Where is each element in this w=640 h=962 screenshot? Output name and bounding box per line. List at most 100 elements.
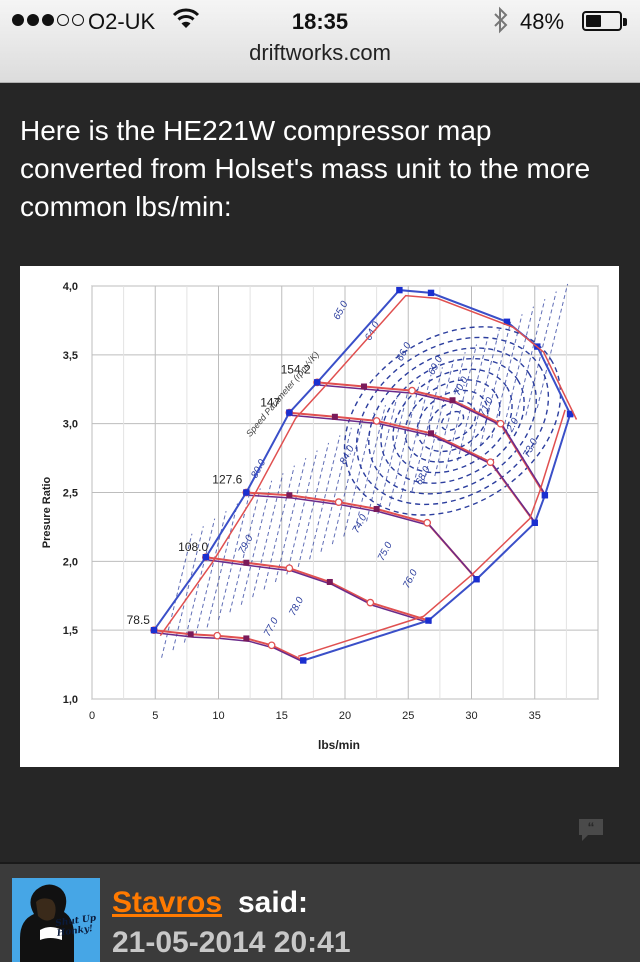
x-tick-label: 20 xyxy=(339,710,351,722)
surge-line-marker xyxy=(396,286,403,294)
address-bar-url[interactable]: driftworks.com xyxy=(249,40,391,65)
speed-line-marker xyxy=(285,564,294,573)
efficiency-hatch xyxy=(331,420,364,545)
speed-line-marker xyxy=(373,506,380,513)
speed-line-108-0 xyxy=(205,556,429,622)
choke-line-red xyxy=(297,409,566,658)
speed-line-shadow xyxy=(291,414,538,526)
y-tick-label: 2,0 xyxy=(63,556,78,568)
speed-line-marker xyxy=(449,397,456,404)
compressor-map-image: 0 5 10 15 20 25 30 35 1,0 1,5 2,0 2,5 3,0 3,5 4,0 lbs/m… xyxy=(20,266,619,767)
efficiency-hatch xyxy=(388,382,421,507)
speed-line-marker xyxy=(423,518,432,527)
efficiency-hatch xyxy=(309,435,341,560)
x-tick-label: 25 xyxy=(402,710,414,722)
efficiency-hatch xyxy=(263,465,295,590)
speed-line-marker xyxy=(243,559,250,566)
x-tick-label: 30 xyxy=(465,710,477,722)
efficiency-hatch xyxy=(366,397,398,522)
speed-value-label: 154.2 xyxy=(281,363,311,377)
wifi-icon xyxy=(172,8,200,28)
reply-header: Shut Up Honky! Stavros said: 21-05-2014 … xyxy=(0,862,640,962)
efficiency-island xyxy=(380,357,525,484)
speed-line-marker xyxy=(213,631,222,640)
surge-line-marker xyxy=(243,489,250,496)
speed-line-marker xyxy=(334,498,343,506)
efficiency-island xyxy=(355,336,550,506)
x-tick-label: 15 xyxy=(276,710,288,722)
speed-line-marker xyxy=(366,598,375,607)
battery-icon xyxy=(582,11,622,31)
signal-strength-icon xyxy=(12,14,84,26)
efficiency-hatch xyxy=(218,495,250,620)
speed-line-marker xyxy=(331,413,338,420)
efficiency-hatch xyxy=(286,450,318,575)
choke-line-marker xyxy=(531,519,538,526)
speed-line-marker xyxy=(486,458,495,467)
efficiency-hatch xyxy=(377,389,409,514)
speed-line-shadow xyxy=(156,632,307,664)
y-tick-label: 4,0 xyxy=(63,281,78,293)
surge-line-marker xyxy=(313,379,321,386)
efficiency-hatch xyxy=(536,283,569,408)
surge-line-red xyxy=(159,294,578,637)
speed-line-shadow xyxy=(208,559,432,625)
speed-line-marker xyxy=(360,383,367,390)
efficiency-hatch xyxy=(479,321,512,446)
efficiency-hatch xyxy=(274,457,307,583)
speed-value-label: 127.6 xyxy=(212,473,242,487)
speed-line-marker xyxy=(286,492,293,499)
efficiency-hatch xyxy=(468,329,500,454)
x-tick-label: 5 xyxy=(152,710,158,722)
y-tick-label: 3,5 xyxy=(63,350,78,362)
surge-line-marker xyxy=(286,409,293,416)
efficiency-island xyxy=(404,379,501,463)
quote-reply-icon[interactable]: “ xyxy=(576,816,606,844)
efficiency-hatch xyxy=(229,488,261,613)
svg-text:“: “ xyxy=(588,819,595,835)
surge-line-marker xyxy=(503,318,511,325)
efficiency-island xyxy=(416,389,489,453)
surge-line-marker xyxy=(202,554,210,561)
username-link[interactable]: Stavros xyxy=(112,886,223,919)
efficiency-hatch xyxy=(343,412,375,537)
compressor-map-chart: 0 5 10 15 20 25 30 35 1,0 1,5 2,0 2,5 3,0 3,5 4,0 lbs/m… xyxy=(41,281,599,752)
y-tick-label: 1,0 xyxy=(63,694,78,706)
avatar[interactable]: Shut Up Honky! xyxy=(12,878,100,962)
carrier-name: O2-UK xyxy=(88,9,156,34)
speed-line-marker xyxy=(326,578,333,585)
efficiency-hatch xyxy=(502,306,534,431)
choke-line-marker xyxy=(425,617,432,624)
speed-value-label: 147 xyxy=(260,396,280,410)
speed-value-label: 78.5 xyxy=(127,613,151,627)
speed-line-marker xyxy=(428,430,435,437)
speed-line-marker xyxy=(267,641,276,650)
efficiency-hatch xyxy=(172,526,204,651)
clock-time: 18:35 xyxy=(291,9,349,34)
speed-line-marker xyxy=(187,631,194,638)
efficiency-island xyxy=(368,347,537,495)
speed-line-78-5 xyxy=(153,629,304,662)
x-tick-label: 35 xyxy=(529,710,541,722)
efficiency-hatch xyxy=(240,480,273,605)
speed-line-shadow xyxy=(319,384,549,499)
x-tick-label: 10 xyxy=(212,710,224,722)
x-axis-label: lbs/min xyxy=(318,738,360,752)
efficiency-island xyxy=(440,410,465,431)
choke-line-marker xyxy=(300,657,307,664)
post-body-text: Here is the HE221W compressor map conver… xyxy=(20,115,591,222)
choke-line-marker xyxy=(566,410,574,418)
y-tick-label: 2,5 xyxy=(63,488,78,500)
battery-percent: 48% xyxy=(520,9,565,34)
efficiency-hatch xyxy=(434,351,466,477)
surge-line-marker xyxy=(150,626,158,634)
bluetooth-icon xyxy=(494,6,508,34)
efficiency-hatch xyxy=(411,367,443,492)
speed-line-marker xyxy=(243,635,250,642)
efficiency-island xyxy=(343,326,562,516)
surge-line-marker xyxy=(427,289,435,297)
efficiency-hatch xyxy=(457,336,489,461)
efficiency-island xyxy=(392,368,513,474)
y-axis-label: Presure Ratio xyxy=(41,476,53,548)
choke-line-marker xyxy=(473,576,480,583)
